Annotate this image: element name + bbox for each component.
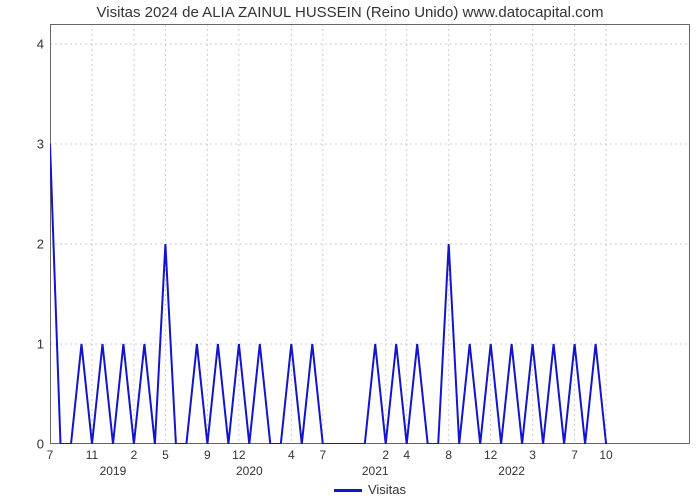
- y-tick-label: 1: [37, 337, 50, 352]
- x-tick-label: 4: [403, 444, 410, 462]
- x-tick-label: 9: [204, 444, 211, 462]
- x-group-label: 2019: [100, 464, 127, 478]
- x-tick-label: 8: [445, 444, 452, 462]
- x-tick-label: 12: [232, 444, 245, 462]
- x-group-label: 2020: [236, 464, 263, 478]
- x-tick-label: 2: [131, 444, 138, 462]
- series-line: [50, 144, 606, 444]
- x-tick-label: 12: [484, 444, 497, 462]
- chart-title: Visitas 2024 de ALIA ZAINUL HUSSEIN (Rei…: [0, 4, 700, 21]
- y-tick-label: 4: [37, 37, 50, 52]
- x-tick-label: 11: [86, 444, 98, 462]
- y-tick-label: 3: [37, 137, 50, 152]
- chart-legend: Visitas: [50, 482, 690, 497]
- x-group-label: 2021: [362, 464, 389, 478]
- legend-swatch: [334, 489, 362, 492]
- x-tick-label: 2: [382, 444, 389, 462]
- x-tick-label: 7: [319, 444, 326, 462]
- x-tick-label: 7: [47, 444, 54, 462]
- y-tick-label: 2: [37, 237, 50, 252]
- x-tick-label: 3: [529, 444, 536, 462]
- x-tick-label: 4: [288, 444, 295, 462]
- x-tick-label: 7: [571, 444, 578, 462]
- chart-plot-area: Visitas 01234711259124724812371020192020…: [50, 24, 690, 444]
- x-group-label: 2022: [498, 464, 525, 478]
- x-tick-label: 5: [162, 444, 169, 462]
- chart-svg: [50, 24, 690, 444]
- legend-label: Visitas: [368, 482, 406, 497]
- x-tick-label: 10: [599, 444, 612, 462]
